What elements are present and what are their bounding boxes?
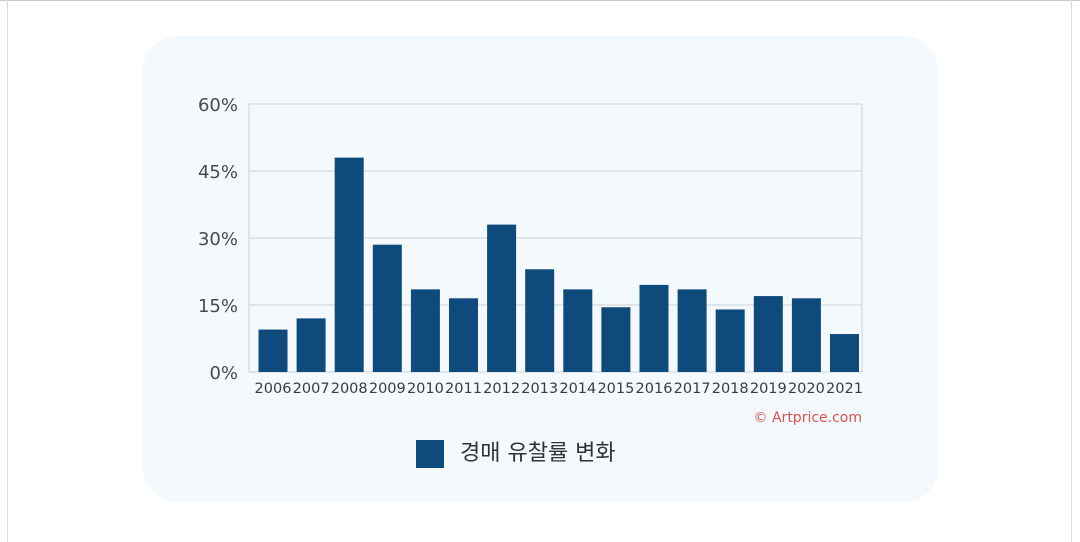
bar-2021 bbox=[830, 334, 859, 372]
bar-2011 bbox=[449, 298, 478, 372]
bar-2006 bbox=[258, 329, 288, 372]
top-border bbox=[0, 0, 1080, 1]
y-tick-label: 45% bbox=[198, 162, 238, 183]
x-tick-label: 2018 bbox=[712, 381, 749, 397]
bar-2019 bbox=[753, 296, 783, 372]
x-tick-label: 2011 bbox=[445, 381, 482, 397]
legend: 경매 유찰률 변화 bbox=[416, 440, 616, 468]
bars bbox=[258, 157, 859, 372]
y-tick-label: 60% bbox=[198, 95, 238, 116]
x-tick-label: 2007 bbox=[293, 381, 330, 397]
chart-card bbox=[143, 36, 938, 502]
x-axis-ticks: 2006 2007 2008 2009 2010 2011 2012 2013 2014 2015… bbox=[255, 381, 863, 397]
bar-2013 bbox=[525, 269, 555, 372]
x-tick-label: 2019 bbox=[750, 381, 787, 397]
legend-label: 경매 유찰률 변화 bbox=[460, 441, 616, 466]
left-border bbox=[7, 0, 8, 542]
bar-2008 bbox=[334, 157, 364, 372]
bar-2017 bbox=[677, 289, 707, 372]
x-tick-label: 2008 bbox=[331, 381, 368, 397]
bar-2016 bbox=[639, 284, 669, 372]
x-tick-label: 2006 bbox=[255, 381, 292, 397]
x-tick-label: 2012 bbox=[483, 381, 520, 397]
x-tick-label: 2016 bbox=[636, 381, 673, 397]
x-tick-label: 2021 bbox=[826, 381, 863, 397]
x-tick-label: 2014 bbox=[559, 381, 596, 397]
bar-2018 bbox=[715, 309, 745, 372]
x-tick-label: 2020 bbox=[788, 381, 825, 397]
x-tick-label: 2013 bbox=[521, 381, 558, 397]
y-axis-ticks: 0% 15% 30% 45% 60% bbox=[198, 95, 238, 384]
bar-2010 bbox=[410, 289, 440, 372]
right-border bbox=[1071, 0, 1072, 542]
bar-2012 bbox=[487, 224, 517, 372]
x-tick-label: 2015 bbox=[597, 381, 634, 397]
legend-swatch bbox=[416, 440, 444, 468]
bar-2014 bbox=[563, 289, 593, 372]
y-tick-label: 15% bbox=[198, 296, 238, 317]
bar-2009 bbox=[372, 244, 402, 372]
x-tick-label: 2009 bbox=[369, 381, 406, 397]
y-tick-label: 0% bbox=[209, 363, 238, 384]
x-tick-label: 2010 bbox=[407, 381, 444, 397]
y-tick-label: 30% bbox=[198, 229, 238, 250]
bar-2007 bbox=[296, 318, 326, 372]
x-tick-label: 2017 bbox=[674, 381, 711, 397]
bar-2020 bbox=[791, 298, 821, 372]
bar-2015 bbox=[601, 307, 631, 372]
credit-text: © Artprice.com bbox=[754, 410, 862, 426]
